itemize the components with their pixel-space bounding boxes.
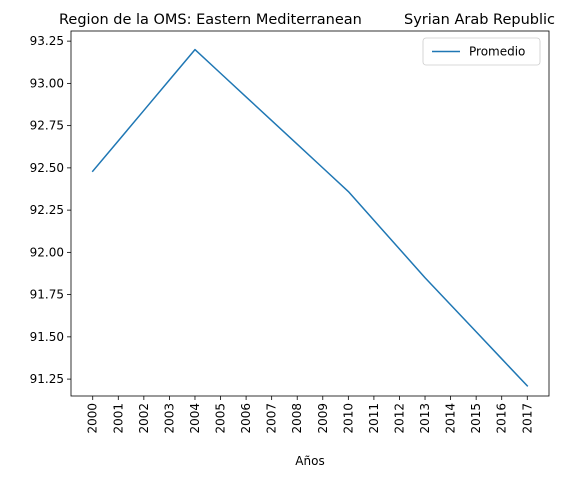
x-tick-label: 2001 — [111, 403, 125, 434]
x-tick-label: 2014 — [444, 403, 458, 434]
plot-frame — [71, 31, 549, 396]
x-tick-label: 2017 — [520, 403, 534, 434]
x-tick-label: 2011 — [367, 403, 381, 434]
chart-subtitle-country: Syrian Arab Republic — [404, 12, 555, 28]
x-tick-label: 2003 — [162, 403, 176, 434]
chart-title: Region de la OMS: Eastern Mediterranean — [59, 12, 362, 28]
y-tick-label: 91.75 — [30, 288, 64, 302]
y-tick-label: 92.00 — [30, 245, 64, 259]
x-tick-label: 2012 — [392, 403, 406, 434]
x-tick-label: 2005 — [214, 403, 228, 434]
plot-area: 91.25 91.50 91.75 92.00 92.25 92.50 92.75 93.00… — [30, 34, 535, 433]
legend: Promedio — [423, 38, 540, 65]
x-tick-label: 2006 — [239, 403, 253, 434]
y-tick-label: 93.25 — [30, 34, 64, 48]
y-tick-label: 92.75 — [30, 119, 64, 133]
x-tick-label: 2007 — [265, 403, 279, 434]
x-tick-label: 2009 — [316, 403, 330, 434]
y-tick-label: 92.50 — [30, 161, 64, 175]
legend-label-promedio: Promedio — [469, 45, 525, 59]
x-tick-label: 2010 — [341, 403, 355, 434]
x-tick-label: 2000 — [86, 403, 100, 434]
y-tick-label: 91.25 — [30, 372, 64, 386]
x-tick-label: 2016 — [495, 403, 509, 434]
y-tick-label: 93.00 — [30, 76, 64, 90]
y-tick-label: 92.25 — [30, 203, 64, 217]
y-tick-label: 91.50 — [30, 330, 64, 344]
x-tick-label: 2015 — [469, 403, 483, 434]
x-tick-label: 2004 — [188, 403, 202, 434]
x-tick-label: 2008 — [290, 403, 304, 434]
x-axis-label: Años — [295, 454, 324, 468]
x-tick-label: 2013 — [418, 403, 432, 434]
series-line-promedio — [93, 50, 528, 386]
x-tick-label: 2002 — [137, 403, 151, 434]
